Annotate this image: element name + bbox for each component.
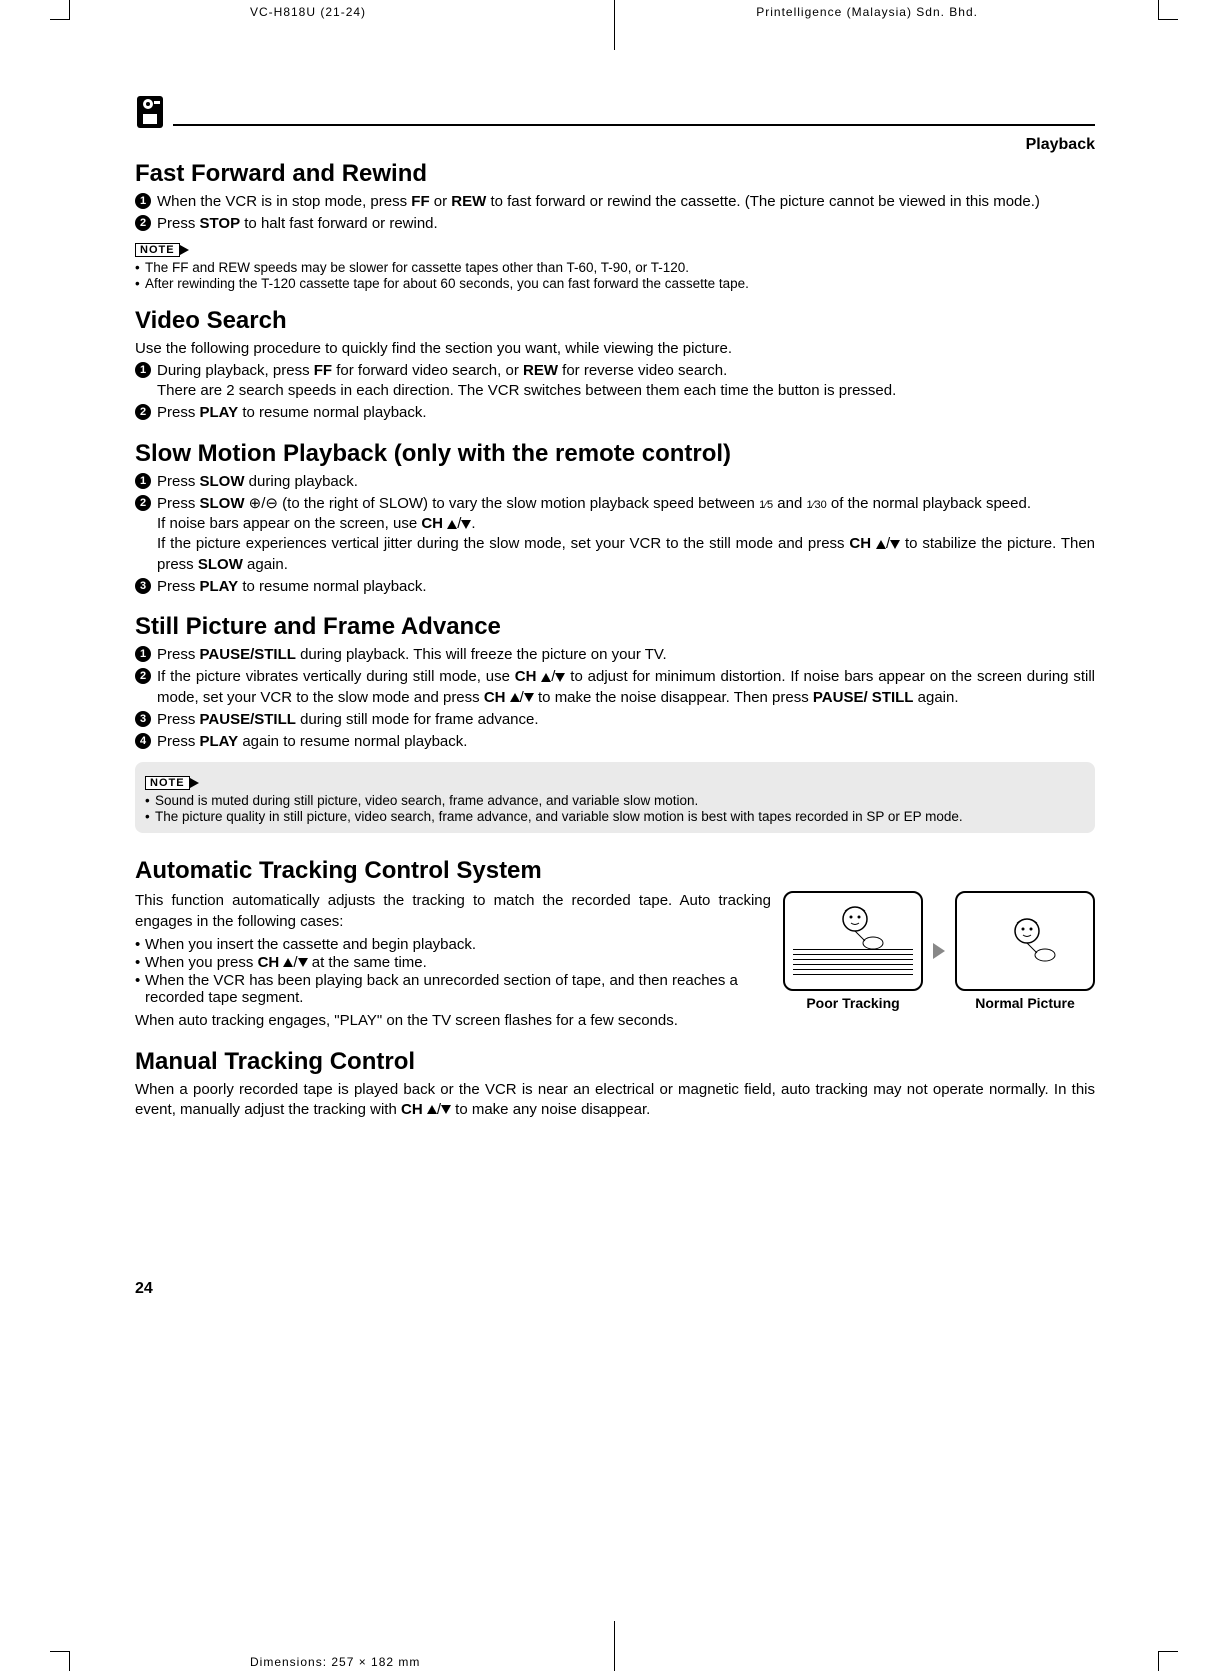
playback-icon	[135, 94, 165, 130]
arrow-right-icon	[933, 943, 945, 959]
triangle-down-icon	[461, 520, 471, 529]
heading-slow-motion: Slow Motion Playback (only with the remo…	[135, 440, 1095, 468]
crop-mark	[1158, 0, 1178, 20]
triangle-up-icon	[876, 540, 886, 549]
heading-auto-tracking: Automatic Tracking Control System	[135, 857, 1095, 885]
triangle-down-icon	[441, 1105, 451, 1114]
list-item: Press PLAY to resume normal playback.	[157, 577, 1095, 597]
list-item: When the VCR has been playing back an un…	[145, 972, 771, 1006]
heading-still-picture: Still Picture and Frame Advance	[135, 613, 1095, 641]
list-item: Press SLOW ⊕/⊖ (to the right of SLOW) to…	[157, 494, 1095, 575]
triangle-down-icon	[524, 693, 534, 702]
list-item: During playback, press FF for forward vi…	[157, 361, 1095, 402]
triangle-up-icon	[427, 1105, 437, 1114]
triangle-up-icon	[541, 673, 551, 682]
note-label: NOTE	[145, 776, 190, 790]
list-item: Press PLAY again to resume normal playba…	[157, 732, 1095, 752]
note-item: The FF and REW speeds may be slower for …	[145, 260, 1095, 275]
triangle-down-icon	[555, 673, 565, 682]
paragraph: When a poorly recorded tape is played ba…	[135, 1080, 1095, 1121]
crop-mark	[50, 0, 70, 20]
triangle-up-icon	[510, 693, 520, 702]
crop-mark	[1158, 1651, 1178, 1671]
paragraph: Use the following procedure to quickly f…	[135, 339, 1095, 359]
footer-dimensions: Dimensions: 257 × 182 mm	[250, 1655, 420, 1669]
figure-poor-tracking	[783, 891, 923, 991]
note-label: NOTE	[135, 243, 180, 257]
list-item: When you insert the cassette and begin p…	[145, 936, 771, 953]
header-left: VC-H818U (21-24)	[250, 5, 366, 19]
triangle-down-icon	[298, 958, 308, 967]
list-item: Press PAUSE/STILL during still mode for …	[157, 710, 1095, 730]
paragraph: When auto tracking engages, "PLAY" on th…	[135, 1011, 1095, 1031]
list-item: Press PAUSE/STILL during playback. This …	[157, 645, 1095, 665]
triangle-down-icon	[890, 540, 900, 549]
caption-normal-picture: Normal Picture	[955, 995, 1095, 1011]
list-item: Press STOP to halt fast forward or rewin…	[157, 214, 1095, 234]
heading-video-search: Video Search	[135, 307, 1095, 335]
heading-manual-tracking: Manual Tracking Control	[135, 1048, 1095, 1076]
note-item: The picture quality in still picture, vi…	[155, 809, 1085, 824]
crop-mark	[614, 0, 615, 50]
list-item: Press SLOW during playback.	[157, 472, 1095, 492]
heading-ff-rewind: Fast Forward and Rewind	[135, 160, 1095, 188]
list-item: When you press CH / at the same time.	[145, 954, 771, 971]
paragraph: This function automatically adjusts the …	[135, 891, 771, 932]
list-item: When the VCR is in stop mode, press FF o…	[157, 192, 1095, 212]
figure-normal-picture	[955, 891, 1095, 991]
note-item: After rewinding the T-120 cassette tape …	[145, 276, 1095, 291]
section-label: Playback	[135, 136, 1095, 154]
page-number: 24	[135, 1280, 1095, 1298]
page-content: Playback Fast Forward and Rewind When th…	[135, 100, 1095, 1298]
triangle-up-icon	[283, 958, 293, 967]
tracking-figures: Poor Tracking Normal Picture	[783, 891, 1095, 1011]
crop-mark	[50, 1651, 70, 1671]
triangle-up-icon	[447, 520, 457, 529]
list-item: If the picture vibrates vertically durin…	[157, 667, 1095, 708]
note-item: Sound is muted during still picture, vid…	[155, 793, 1085, 808]
note-box: NOTE Sound is muted during still picture…	[135, 762, 1095, 833]
list-item: Press PLAY to resume normal playback.	[157, 403, 1095, 423]
header-right: Printelligence (Malaysia) Sdn. Bhd.	[756, 5, 978, 19]
crop-mark	[614, 1621, 615, 1671]
caption-poor-tracking: Poor Tracking	[783, 995, 923, 1011]
